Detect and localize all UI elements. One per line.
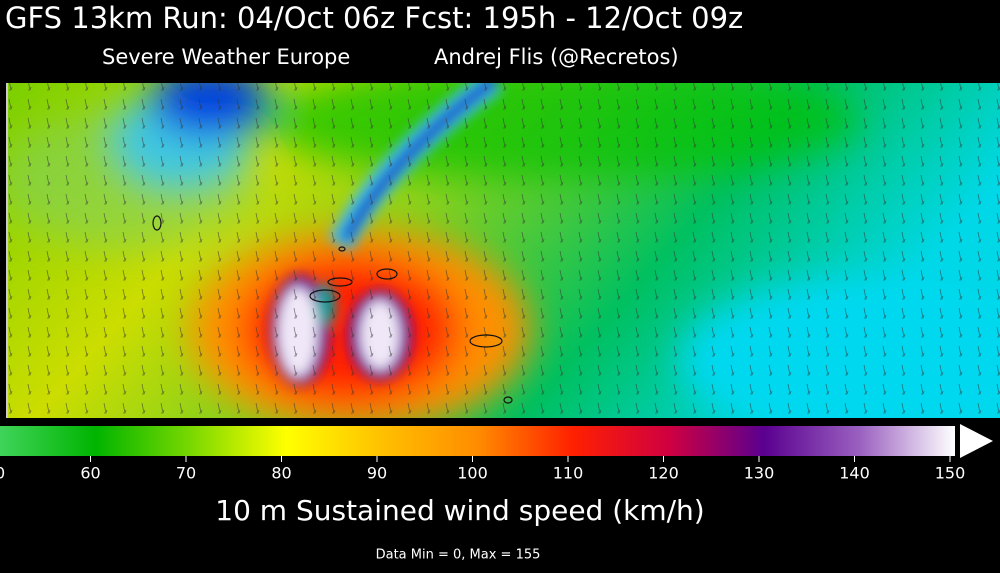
tick-label: 80: [271, 464, 291, 483]
tick-label: 50: [0, 464, 5, 483]
source: Severe Weather Europe: [102, 45, 350, 69]
tick-label: 70: [176, 464, 196, 483]
tick-label: 120: [648, 464, 679, 483]
tick-label: 150: [935, 464, 966, 483]
colorbar-bar: [0, 426, 955, 456]
tick-label: 60: [80, 464, 100, 483]
title: GFS 13km Run: 04/Oct 06z Fcst: 195h - 12…: [5, 1, 743, 35]
tick-label: 90: [367, 464, 387, 483]
footer: Data Min = 0, Max = 155: [376, 548, 541, 563]
tick-label: 100: [457, 464, 488, 483]
colorbar-arrow: [960, 424, 993, 458]
tick-label: 130: [744, 464, 775, 483]
map: [7, 83, 1000, 418]
tick-label: 110: [553, 464, 584, 483]
author: Andrej Flis (@Recretos): [434, 45, 679, 69]
colorbar-label: 10 m Sustained wind speed (km/h): [215, 494, 704, 527]
colorbar: [0, 424, 993, 462]
tick-label: 140: [839, 464, 870, 483]
